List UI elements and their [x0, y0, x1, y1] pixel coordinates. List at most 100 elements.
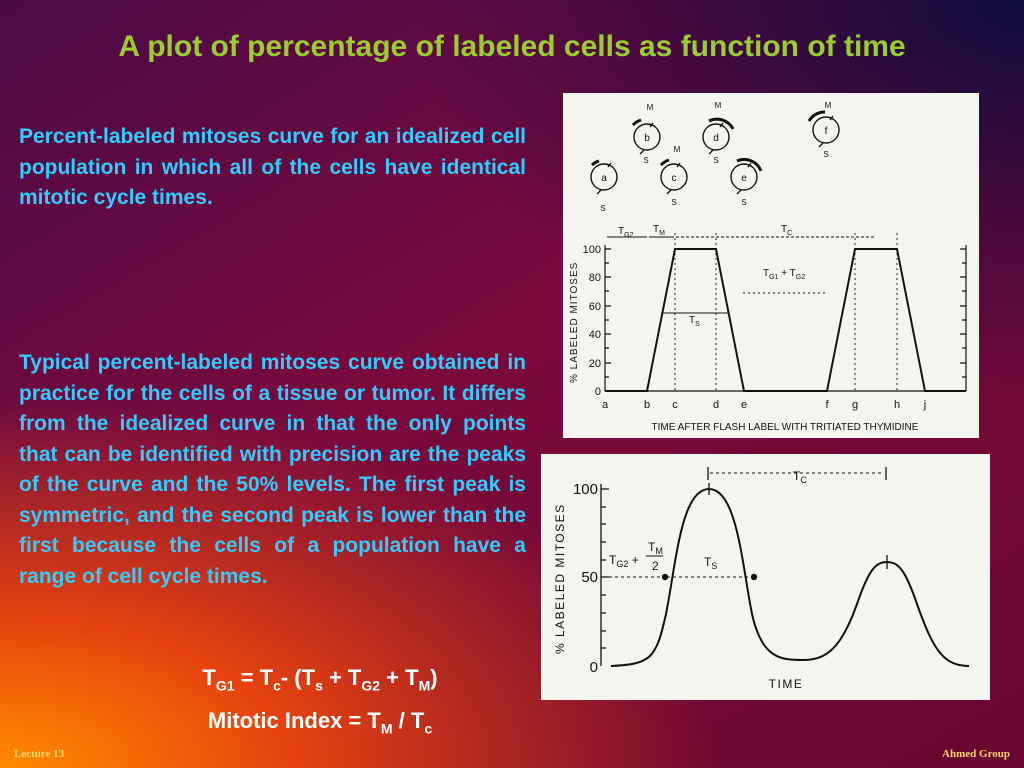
formula-subscript: M	[380, 720, 393, 737]
formula-subscript: G1	[215, 677, 235, 694]
tm-subscript: M	[655, 546, 663, 556]
mitotic-index-formula: Mitotic Index = TM / Tc	[150, 708, 490, 736]
phase-s-label: S	[600, 204, 605, 213]
phase-s-label: S	[823, 150, 828, 159]
cell-label-c: c	[672, 173, 677, 184]
plus-text: +	[628, 553, 638, 567]
formula-text: + T	[380, 665, 419, 690]
tg2-subscript: G2	[796, 274, 805, 281]
formula-text: Mitotic Index = T	[207, 708, 381, 733]
x-tick-h: h	[894, 399, 900, 411]
tc-symbol: T	[781, 224, 787, 235]
svg-text:TG2 +: TG2 +	[609, 553, 639, 569]
slide-title: A plot of percentage of labeled cells as…	[118, 30, 906, 63]
idealized-plm-curve	[605, 248, 966, 392]
x-tick-c: c	[672, 399, 678, 411]
interval-arrows	[607, 236, 876, 314]
interval-labels: TC TG2 + TM 2 TS	[609, 469, 807, 573]
tg2-subscript: G2	[624, 232, 633, 239]
formula-text: + T	[322, 665, 362, 690]
interval-arrows	[603, 472, 884, 578]
y-tick-60: 60	[589, 301, 601, 313]
x-tick-b: b	[644, 399, 650, 411]
y-tick-labels: 100 50 0	[573, 481, 598, 676]
footer-author: Ahmed Group	[942, 748, 1010, 760]
tc-subscript: C	[787, 230, 792, 237]
phase-s-label: S	[713, 156, 718, 165]
cell-label-d: d	[713, 133, 719, 144]
interval-labels: TG2 TM TC TS TG1 + TG2	[618, 224, 805, 328]
svg-text:TM: TM	[653, 224, 665, 237]
y-tick-0: 0	[590, 659, 598, 676]
tg1-symbol: T	[763, 268, 769, 279]
cell-cycle-labels: a b c d e f M M M M S S S S S S	[600, 101, 831, 213]
cell-cycle-circle-e	[730, 158, 763, 195]
plot-frame	[604, 245, 967, 392]
x-tick-a: a	[602, 399, 609, 411]
cell-label-a: a	[601, 173, 607, 184]
formula-subscript: s	[315, 677, 323, 694]
y-axis	[600, 484, 609, 666]
cell-cycle-circle-d	[702, 117, 735, 155]
y-tick-80: 80	[589, 272, 601, 284]
tm-symbol: T	[648, 540, 656, 554]
phase-m-label: M	[647, 103, 654, 112]
y-tick-20: 20	[589, 358, 601, 370]
half-level-points	[661, 573, 758, 581]
x-tick-e: e	[741, 399, 747, 411]
svg-text:TC: TC	[793, 469, 807, 485]
idealized-curve-description: Percent-labeled mitoses curve for an ide…	[19, 125, 526, 209]
x-axis-label: TIME	[769, 677, 804, 691]
ts-subscript: S	[711, 561, 717, 571]
formula-text: = T	[234, 665, 274, 690]
tm-subscript: M	[659, 230, 665, 237]
tm-symbol: T	[653, 224, 659, 235]
cell-cycle-circle-a	[590, 159, 618, 195]
cell-label-f: f	[825, 126, 828, 137]
y-tick-100: 100	[573, 481, 598, 498]
formula-text: )	[430, 665, 438, 690]
formula-subscript: G2	[361, 677, 381, 694]
tg1-subscript: G1	[769, 274, 778, 281]
formula-text: / T	[392, 708, 425, 733]
fraction-denominator: 2	[652, 559, 659, 573]
svg-text:TM: TM	[648, 540, 663, 556]
phase-s-label: S	[741, 198, 746, 207]
idealized-plm-svg: a b c d e f M M M M S S S S S S % LABELE…	[569, 101, 967, 433]
phase-s-label: S	[671, 198, 676, 207]
y-tick-labels: 100 80 60 40 20 0	[583, 244, 601, 398]
tg1-formula: TG1 = Tc- (Ts + TG2 + TM)	[150, 665, 490, 693]
formula-symbol: T	[202, 665, 216, 690]
guide-lines	[674, 233, 898, 391]
y-tick-40: 40	[589, 329, 601, 341]
formula-subscript: c	[424, 720, 433, 737]
cell-cycle-diagrams	[590, 110, 840, 195]
phase-m-label: M	[674, 145, 681, 154]
ts-symbol: T	[689, 315, 695, 326]
cell-label-e: e	[741, 173, 747, 184]
svg-text:TG1 + TG2: TG1 + TG2	[763, 268, 805, 281]
x-tick-labels: a b c d e f g h j	[602, 399, 926, 411]
practical-plm-figure: % LABELED MITOSES 100 50 0 TC TG2 + TM 2…	[541, 454, 990, 700]
tg2-subscript: G2	[616, 559, 628, 569]
tg2-symbol: T	[618, 226, 624, 237]
x-axis-label: TIME AFTER FLASH LABEL WITH TRITIATED TH…	[652, 422, 919, 433]
practical-plm-curve	[610, 487, 970, 667]
cell-cycle-circle-c	[659, 158, 688, 195]
idealized-plm-figure: a b c d e f M M M M S S S S S S % LABELE…	[563, 93, 979, 438]
phase-s-label: S	[643, 156, 648, 165]
ts-subscript: S	[695, 321, 700, 328]
svg-text:TS: TS	[689, 315, 700, 328]
y-axis-label: % LABELED MITOSES	[553, 503, 567, 654]
y-tick-50: 50	[581, 569, 598, 586]
cell-cycle-circle-f	[807, 110, 840, 148]
formula-text: - (T	[280, 665, 316, 690]
x-tick-f: f	[825, 399, 829, 411]
formula-subscript: M	[418, 677, 431, 694]
svg-text:TS: TS	[704, 555, 717, 571]
cell-label-b: b	[644, 133, 650, 144]
tc-subscript: C	[800, 475, 807, 485]
y-tick-0: 0	[595, 386, 601, 398]
y-axis-label: % LABELED MITOSES	[569, 262, 580, 383]
tc-symbol: T	[793, 469, 801, 483]
